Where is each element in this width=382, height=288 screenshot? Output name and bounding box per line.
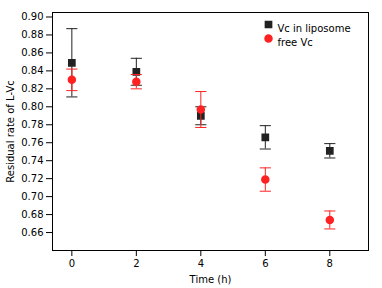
svg-text:Vc in liposome: Vc in liposome	[278, 23, 351, 34]
svg-text:4: 4	[198, 258, 204, 269]
svg-text:0.76: 0.76	[21, 137, 43, 148]
svg-text:free Vc: free Vc	[278, 37, 313, 48]
svg-text:0.82: 0.82	[21, 83, 43, 94]
svg-text:8: 8	[327, 258, 333, 269]
svg-text:Time (h): Time (h)	[189, 274, 232, 285]
svg-text:2: 2	[133, 258, 139, 269]
svg-text:0.80: 0.80	[21, 101, 43, 112]
svg-text:6: 6	[262, 258, 268, 269]
svg-text:0.88: 0.88	[21, 29, 43, 40]
svg-text:0.90: 0.90	[21, 11, 43, 22]
svg-text:0.78: 0.78	[21, 119, 43, 130]
svg-text:0.72: 0.72	[21, 173, 43, 184]
svg-text:0.68: 0.68	[21, 209, 43, 220]
svg-text:0.84: 0.84	[21, 65, 43, 76]
svg-text:0.70: 0.70	[21, 191, 43, 202]
svg-text:Residual rate of L-Vc: Residual rate of L-Vc	[5, 80, 16, 182]
svg-text:0.74: 0.74	[21, 155, 43, 166]
svg-text:0.86: 0.86	[21, 47, 43, 58]
svg-text:0.66: 0.66	[21, 227, 43, 238]
svg-text:0: 0	[69, 258, 75, 269]
